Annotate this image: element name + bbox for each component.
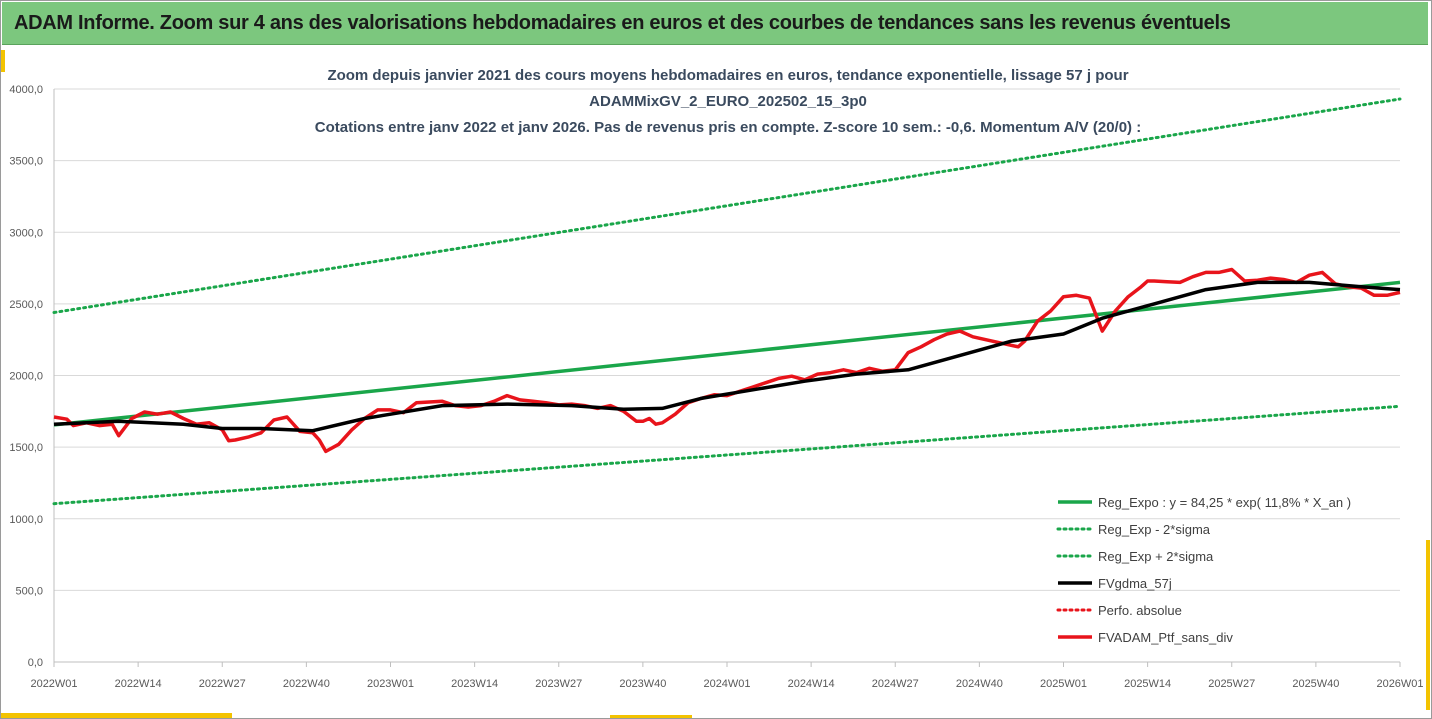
series-line-2 <box>52 404 1402 506</box>
chart-title-line-2: ADAMMixGV_2_EURO_202502_15_3p0 <box>589 93 867 110</box>
x-tick-label: 2022W40 <box>283 678 330 690</box>
series-group <box>52 97 1402 506</box>
y-tick-label: 0,0 <box>28 657 43 669</box>
legend-entry-4: FVgdma_57j <box>1098 576 1172 591</box>
legend-entry-5: Perfo. absolue <box>1098 603 1182 618</box>
accent-bar-bottom-left <box>0 713 232 719</box>
y-tick-label: 3500,0 <box>9 156 43 168</box>
x-tick-label: 2026W01 <box>1376 678 1423 690</box>
x-tick-label: 2024W40 <box>956 678 1003 690</box>
x-tick-label: 2023W01 <box>367 678 414 690</box>
series-line-6 <box>53 267 1401 454</box>
chart-title-line-1: Zoom depuis janvier 2021 des cours moyen… <box>327 67 1128 84</box>
chart-title-line-3: Cotations entre janv 2022 et janv 2026. … <box>315 119 1141 136</box>
x-tick-label: 2022W01 <box>30 678 77 690</box>
x-tick-label: 2023W14 <box>451 678 498 690</box>
banner-title: ADAM Informe. Zoom sur 4 ans des valoris… <box>14 12 1231 34</box>
y-tick-label: 4000,0 <box>9 84 43 96</box>
banner: ADAM Informe. Zoom sur 4 ans des valoris… <box>2 2 1428 45</box>
x-tick-label: 2022W27 <box>199 678 246 690</box>
accent-bar-left <box>0 50 5 72</box>
series-line-3 <box>52 97 1402 314</box>
x-tick-label: 2022W14 <box>115 678 162 690</box>
y-tick-label: 1500,0 <box>9 442 43 454</box>
chart-title: Zoom depuis janvier 2021 des cours moyen… <box>315 67 1141 136</box>
x-tick-label: 2025W40 <box>1292 678 1339 690</box>
x-tick-label: 2024W14 <box>788 678 835 690</box>
legend-entry-1: Reg_Expo : y = 84,25 * exp( 11,8% * X_an… <box>1098 495 1351 510</box>
x-tick-label: 2024W27 <box>872 678 919 690</box>
axes: 0,0 500,0 1000,0 1500,0 2000,0 2500,0 3000,0 35… <box>9 84 1423 690</box>
x-tick-label: 2024W01 <box>703 678 750 690</box>
accent-bar-bottom-mid <box>610 715 692 719</box>
x-tick-label: 2023W27 <box>535 678 582 690</box>
x-tick-label: 2025W14 <box>1124 678 1171 690</box>
x-tick-label: 2025W01 <box>1040 678 1087 690</box>
legend: Reg_Expo : y = 84,25 * exp( 11,8% * X_an… <box>1056 495 1351 645</box>
y-tick-label: 2000,0 <box>9 371 43 383</box>
y-tick-label: 3000,0 <box>9 227 43 239</box>
series-line-4 <box>53 280 1401 433</box>
y-tick-label: 500,0 <box>15 585 43 597</box>
y-tick-label: 2500,0 <box>9 299 43 311</box>
grid <box>54 88 1400 663</box>
x-tick-label: 2023W40 <box>619 678 666 690</box>
legend-entry-6: FVADAM_Ptf_sans_div <box>1098 630 1233 645</box>
y-tick-label: 1000,0 <box>9 514 43 526</box>
accent-bar-right <box>1426 540 1430 710</box>
series-line-1 <box>53 280 1401 427</box>
x-tick-label: 2025W27 <box>1208 678 1255 690</box>
legend-entry-2: Reg_Exp - 2*sigma <box>1098 522 1211 537</box>
legend-entry-3: Reg_Exp + 2*sigma <box>1098 549 1214 564</box>
